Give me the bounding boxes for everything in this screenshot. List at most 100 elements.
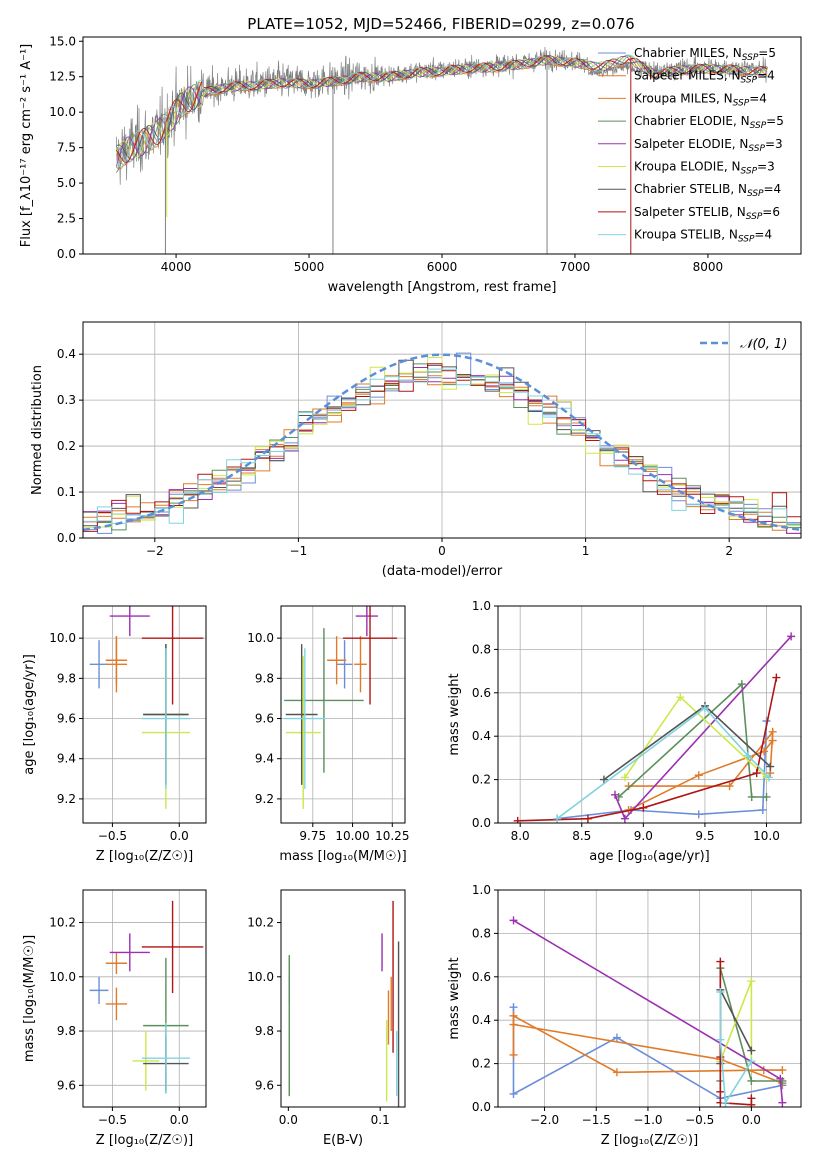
y-tick-label: 10.0 [247, 631, 274, 645]
axes-frame [497, 889, 802, 1108]
legend-label: Kroupa ELODIE, NSSP=3 [634, 160, 775, 177]
x-tick-label: −2.0 [530, 1113, 559, 1127]
errorbar-salpeter-miles [327, 636, 347, 685]
weight-marker [676, 693, 685, 702]
y-tick-label: 0.0 [57, 531, 76, 545]
axes-frame [82, 889, 207, 1108]
weight-marker [509, 1011, 518, 1020]
errorbar-chabrier-miles [336, 640, 353, 689]
weight-marker [611, 790, 620, 799]
x-tick-label: 9.75 [299, 829, 326, 843]
y-tick-label: 15.0 [49, 34, 76, 48]
x-tick-label: 10.25 [375, 829, 409, 843]
panel-age_vs_Z: −0.5 0.0 9.2 9.4 9.6 9.8 10.0 Z [log₁₀(Z/Z☉)] ag… [22, 605, 207, 864]
errorbar-salpeter-miles [105, 987, 128, 1021]
spectrum-model-kroupa-stelib [115, 54, 768, 167]
y-tick-label: 9.8 [255, 1024, 274, 1038]
errorbar-kroupa-miles [105, 636, 128, 693]
spectrum-model-chabrier-stelib [115, 55, 768, 160]
weight-marker [758, 805, 767, 814]
errorbar-salpeter-elodie [109, 606, 150, 637]
plot-area-weight_vs_age [513, 632, 796, 823]
x-tick-label: 8000 [693, 260, 724, 274]
x-tick-label: −1.0 [633, 1113, 662, 1127]
x-tick-label: 0.0 [170, 829, 189, 843]
weight-marker [700, 703, 709, 712]
weight-marker [509, 1020, 518, 1029]
legend-label: Salpeter ELODIE, NSSP=3 [634, 137, 783, 154]
y-tick-label: 10.0 [247, 970, 274, 984]
spectrum-legend: Chabrier MILES, NSSP=5 Salpeter MILES, NS… [598, 46, 784, 245]
plot-area-weight_vs_Z [509, 916, 787, 1107]
axes-frame [280, 889, 406, 1108]
x-tick-label: 0 [438, 544, 446, 558]
x-tick-label: −0.5 [98, 1113, 127, 1127]
weight-marker [716, 1035, 725, 1044]
weight-marker [752, 769, 761, 778]
y-tick-label: 9.6 [255, 712, 274, 726]
y-axis-label: age [log₁₀(age/yr)] [22, 654, 37, 775]
weight-marker [509, 916, 518, 925]
errorbar-kroupa-miles [105, 952, 128, 975]
y-tick-label: 9.6 [57, 712, 76, 726]
weight-series-salpeter-miles [624, 727, 777, 791]
weight-marker [513, 816, 522, 823]
weight-marker [747, 792, 756, 801]
legend-label: Chabrier STELIB, NSSP=4 [634, 182, 781, 199]
y-tick-label: 10.0 [49, 105, 76, 119]
weight-series-salpeter-elodie [611, 632, 796, 823]
weight-marker [776, 1074, 785, 1083]
weight-marker [764, 773, 773, 782]
x-tick-label: 0.0 [279, 1113, 298, 1127]
y-tick-label: 9.4 [57, 752, 76, 766]
y-tick-label: 9.2 [57, 792, 76, 806]
weight-series-chabrier-stelib [599, 701, 775, 784]
weight-marker [721, 1098, 730, 1107]
y-tick-label: 10.0 [49, 631, 76, 645]
y-tick-label: 9.8 [255, 671, 274, 685]
figure-title: PLATE=1052, MJD=52466, FIBERID=0299, z=0… [247, 15, 634, 33]
histogram-salpeter-stelib [83, 363, 801, 532]
x-axis-label: Z [log₁₀(Z/Z☉)] [96, 1133, 193, 1148]
legend-label: Chabrier ELODIE, NSSP=5 [634, 114, 784, 131]
y-tick-label: 0.6 [472, 970, 491, 984]
x-tick-label: 5000 [294, 260, 325, 274]
x-axis-label: Z [log₁₀(Z/Z☉)] [601, 1133, 698, 1148]
weight-marker [766, 762, 775, 771]
weight-series-salpeter-miles [509, 1011, 787, 1077]
y-tick-label: 0.1 [57, 485, 76, 499]
weight-marker [716, 957, 725, 966]
legend-label: Salpeter STELIB, NSSP=6 [634, 205, 780, 222]
weight-line [618, 682, 767, 798]
y-tick-label: 9.4 [255, 752, 274, 766]
x-tick-label: 4000 [161, 260, 192, 274]
x-axis-label: (data-model)/error [382, 564, 503, 579]
x-tick-label: 8.0 [511, 829, 530, 843]
y-tick-label: 9.6 [255, 1078, 274, 1092]
errorbar-kroupa-stelib [141, 648, 190, 789]
y-tick-label: 0.4 [472, 729, 491, 743]
weight-marker [747, 977, 756, 986]
plot-area-age_vs_Z [89, 606, 204, 809]
y-tick-label: 9.6 [57, 1078, 76, 1092]
weight-line [557, 720, 768, 820]
x-tick-label: 0.0 [742, 1113, 761, 1127]
y-axis-label: Normed distribution [30, 365, 45, 495]
y-tick-label: 0.0 [472, 1100, 491, 1114]
panel-weight_vs_Z: −2.0 −1.5 −1.0 −0.5 0.0 0.0 0.2 0.4 0.6 0.8 1.0 Z [… [447, 883, 802, 1148]
weight-marker [612, 1068, 621, 1077]
y-tick-label: 0.6 [472, 686, 491, 700]
errorbar-salpeter-elodie [355, 606, 378, 637]
weight-marker [778, 1098, 787, 1107]
weight-marker [762, 792, 771, 801]
weight-marker [620, 814, 629, 823]
y-tick-label: 0.4 [472, 1013, 491, 1027]
spectrum-model-salpeter-stelib [115, 55, 768, 164]
y-tick-label: 0.4 [57, 347, 76, 361]
weight-marker [768, 736, 777, 745]
errorbar-kroupa-miles [354, 636, 367, 693]
weight-marker [509, 1089, 518, 1098]
legend-label: 𝒩(0, 1) [740, 337, 787, 352]
weight-line [614, 635, 792, 821]
